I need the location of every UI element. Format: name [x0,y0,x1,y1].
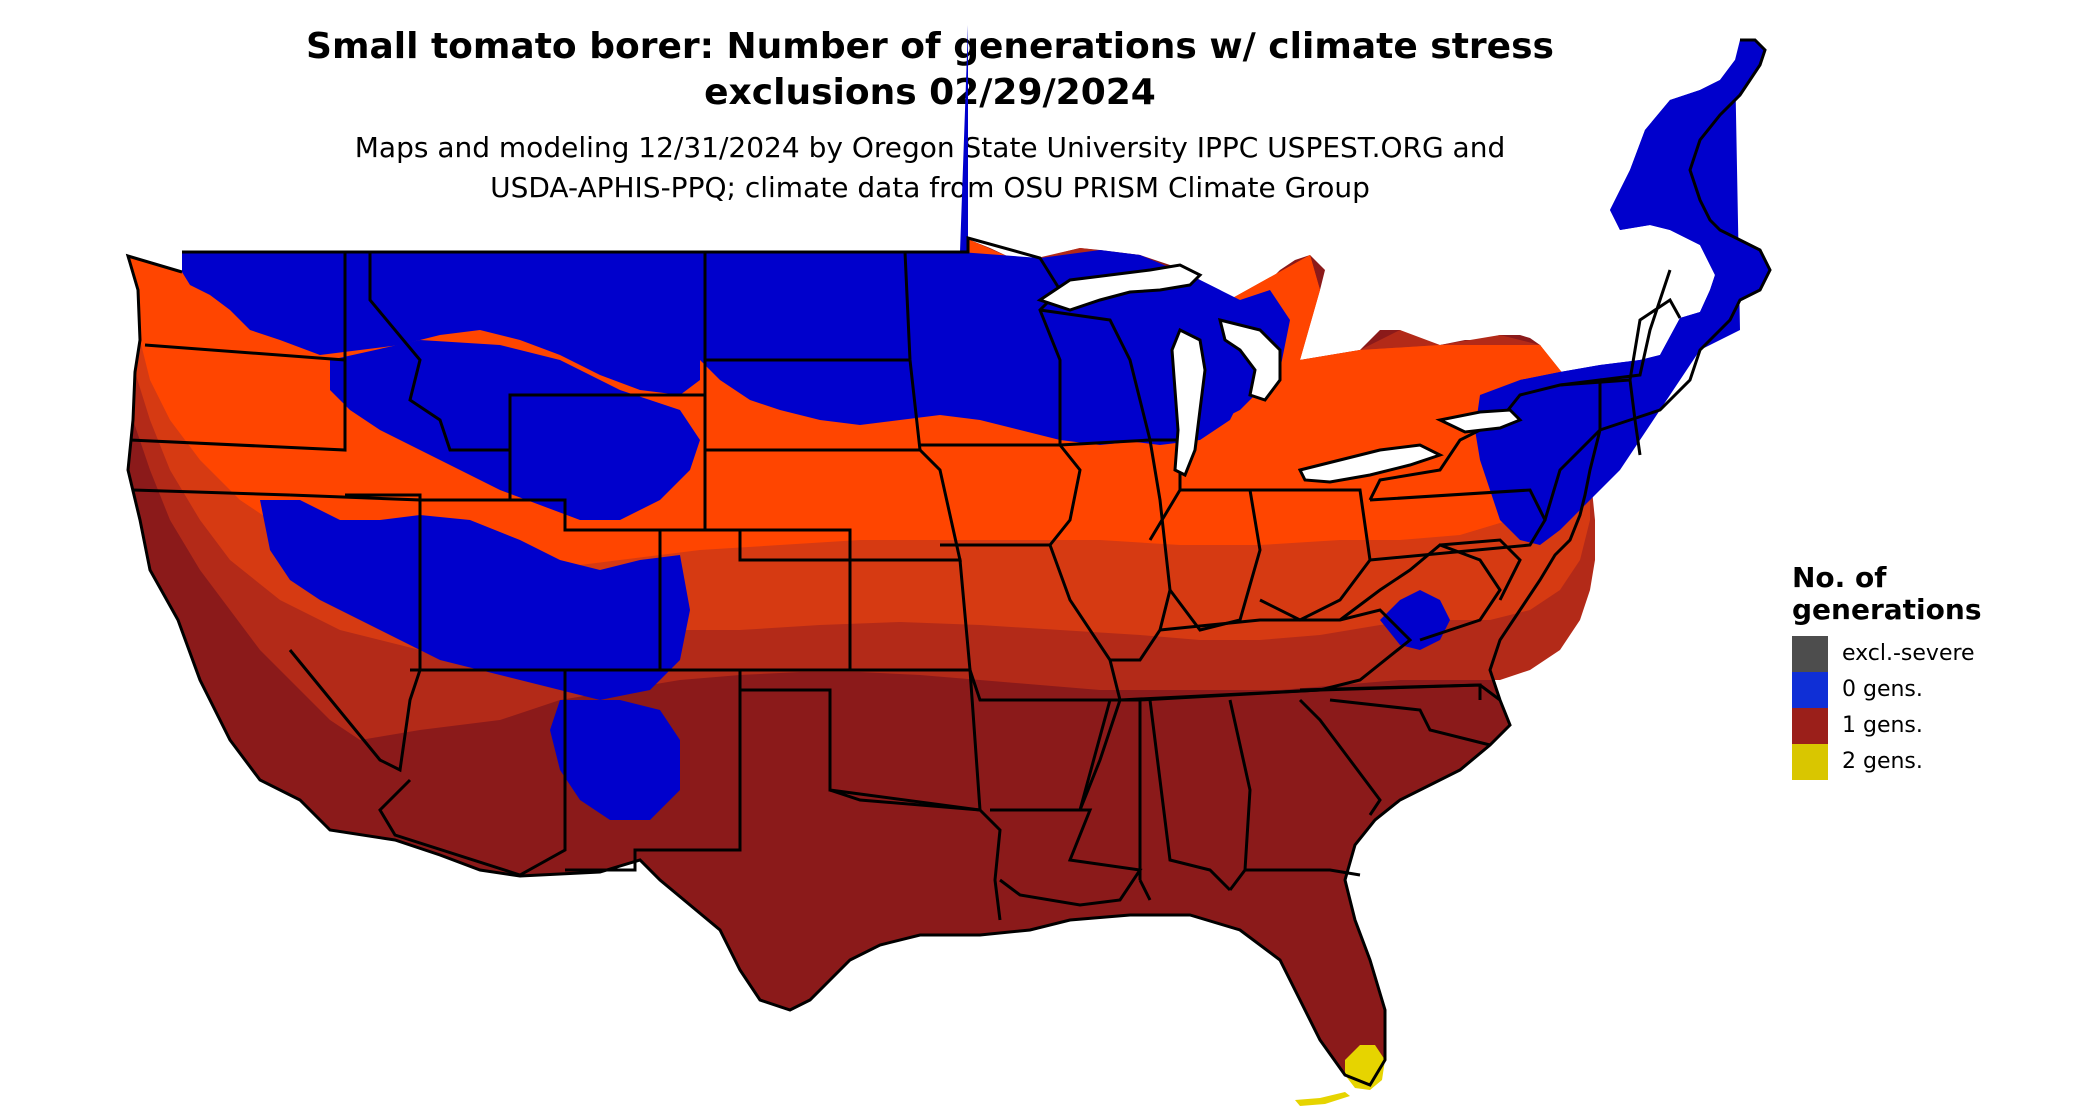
great-lakes [1036,263,1523,484]
border-pacific-northwest [129,250,347,452]
lake-ontario [1435,408,1523,434]
legend-swatch [1792,744,1828,780]
map-subtitle: Maps and modeling 12/31/2024 by Oregon S… [230,128,1630,208]
legend-swatch [1792,708,1828,744]
border-texas [635,688,1002,921]
border-oregon-california [132,488,291,497]
map-title-line-2: exclusions 02/29/2024 [704,72,1156,113]
state-borders [129,236,1682,921]
zero-gen-upper-midwest [1040,258,1260,445]
lake-huron [1217,317,1282,402]
map-subtitle-line-1: Maps and modeling 12/31/2024 by Oregon S… [354,131,1506,164]
zero-gen-northwest [182,252,700,395]
legend-title: No. of generations [1792,562,2082,626]
map-legend: No. of generations excl.-severe 0 gens. … [1792,562,2082,780]
lake-superior [1036,263,1203,312]
border-carolinas [1299,683,1501,702]
legend-item-one-gens: 1 gens. [1792,708,2082,744]
border-new-england [1559,269,1682,456]
legend-swatch [1792,672,1828,708]
border-new-york [1368,378,1602,521]
legend-label: 1 gens. [1842,713,1923,738]
zone-zero-generations [182,25,1770,820]
legend-label: excl.-severe [1842,641,1975,666]
lake-michigan [1170,327,1207,478]
legend-label: 0 gens. [1842,677,1923,702]
legend-item-zero-gens: 0 gens. [1792,672,2082,708]
legend-title-line-1: No. of [1792,561,1887,594]
legend-item-excluded: excl.-severe [1792,636,2082,672]
legend-label: 2 gens. [1842,749,1923,774]
legend-swatch [1792,636,1828,672]
border-mississippi-alabama [1078,699,1232,901]
border-nebraska-kansas [705,448,962,562]
map-subtitle-line-2: USDA-APHIS-PPQ; climate data from OSU PR… [490,171,1370,204]
border-louisiana [990,808,1143,907]
border-washington-oregon [144,343,346,362]
map-title-line-1: Small tomato borer: Number of generation… [306,26,1554,67]
border-maryland-delaware [1439,538,1522,601]
zero-gen-great-basin [260,500,690,700]
border-indiana-ohio [1168,488,1372,632]
coastline [125,38,1772,1087]
border-alabama-georgia [1228,699,1361,891]
legend-item-two-gens: 2 gens. [1792,744,2082,780]
zero-gen-north-rockies [330,340,700,520]
border-georgia-carolinas [1298,698,1491,816]
lake-erie [1297,443,1444,484]
zero-gen-colorado-plateau [550,700,680,820]
map-title: Small tomato borer: Number of generation… [230,24,1630,116]
zone-two-generations-keys [1295,1092,1350,1106]
legend-title-line-2: generations [1792,593,1982,626]
